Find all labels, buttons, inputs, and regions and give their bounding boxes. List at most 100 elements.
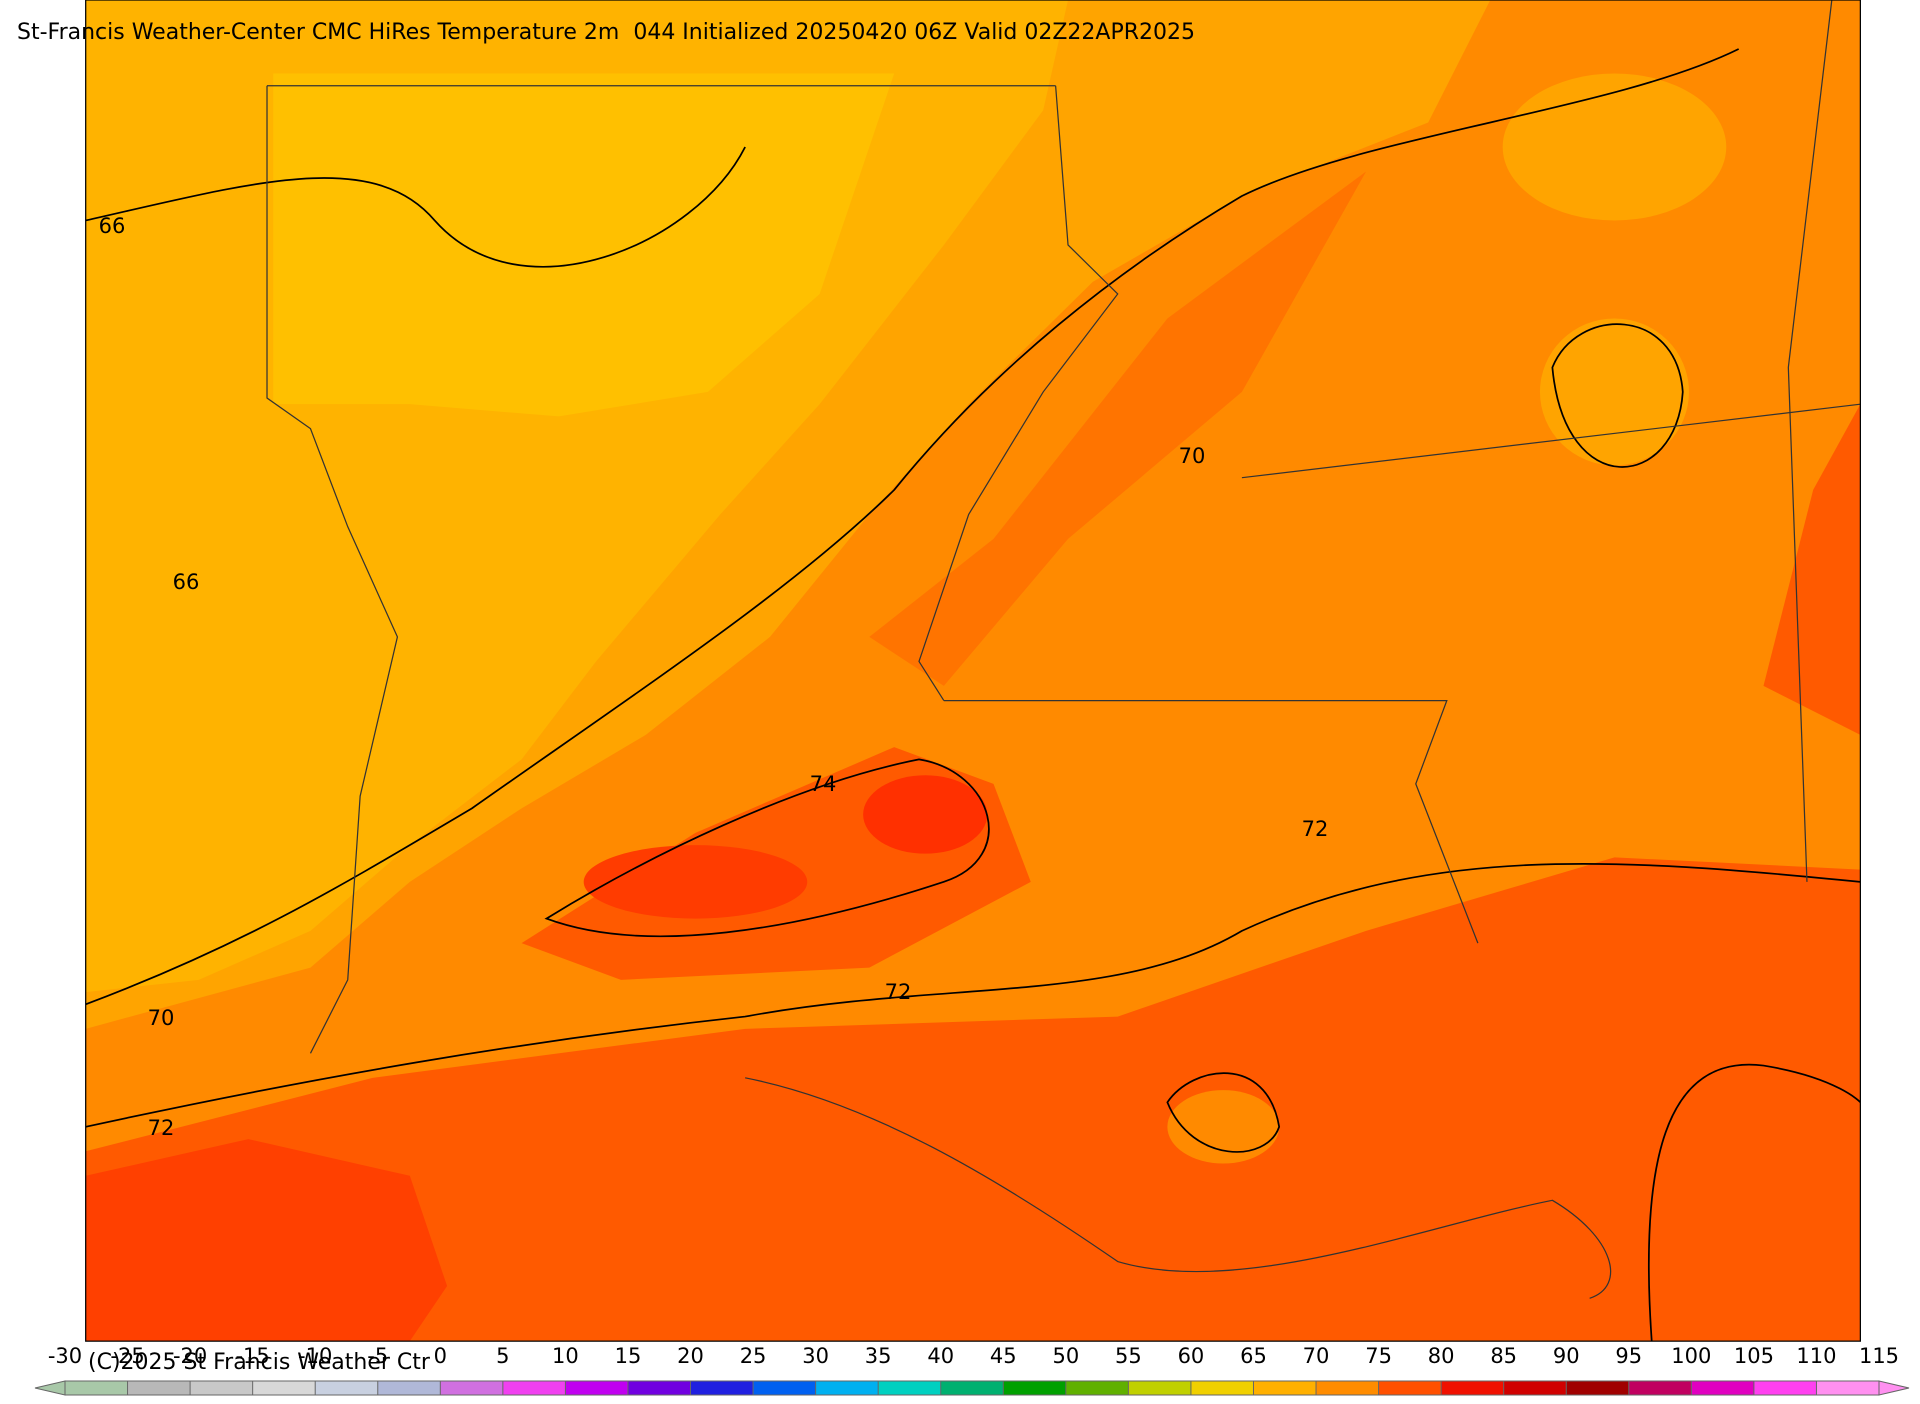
colorbar-swatch: [440, 1381, 504, 1395]
state-border: [1241, 403, 1861, 479]
contour-labels: 66 66 70 74 72 72 70 72: [99, 214, 1329, 1140]
title: St-Francis Weather-Center CMC HiRes Temp…: [17, 20, 1195, 45]
temp-region: [85, 857, 1861, 1342]
contour-line: [85, 862, 1861, 1128]
colorbar-swatch: [1441, 1381, 1505, 1395]
colorbar-swatch: [815, 1381, 879, 1395]
contour-label: 72: [885, 980, 912, 1004]
colorbar-tick-label: -30: [48, 1344, 82, 1368]
colorbar-swatch: [1816, 1381, 1880, 1395]
colorbar-swatch: [1065, 1381, 1129, 1395]
colorbar-tick-label: 100: [1671, 1344, 1711, 1368]
copyright: (C)2025 St Francis Weather Ctr: [88, 1350, 431, 1375]
colorbar-swatch: [753, 1381, 817, 1395]
colorbar-tick-label: -25: [110, 1344, 144, 1368]
borders: [266, 0, 1861, 1299]
colorbar-tick-label: 105: [1734, 1344, 1774, 1368]
colorbar-tick-label: 40: [927, 1344, 954, 1368]
colorbar-swatch: [565, 1381, 629, 1395]
colorbar-tick-label: -15: [235, 1344, 269, 1368]
colorbar-tick-label: -20: [173, 1344, 207, 1368]
colorbar-swatch: [377, 1381, 441, 1395]
colorbar-end: [34, 1380, 66, 1396]
contour-line: [544, 758, 990, 938]
colorbar: -30 -25 -20 -15 -10 -5 0 5 10 15 20 25 30 35 40 45 50 55 6…: [34, 1344, 1910, 1396]
colorbar-tick-label: 85: [1490, 1344, 1517, 1368]
colorbar-tick-label: 115: [1859, 1344, 1899, 1368]
colorbar-swatch: [1128, 1381, 1192, 1395]
colorbar-swatch: [878, 1381, 942, 1395]
colorbar-swatch: [252, 1381, 316, 1395]
colorbar-end: [1878, 1380, 1910, 1396]
contour-line: [1551, 323, 1684, 468]
map-frame: [85, 0, 1861, 1342]
colorbar-tick-label: 90: [1553, 1344, 1580, 1368]
contours: [85, 48, 1862, 1342]
colorbar-tick-label: -5: [367, 1344, 388, 1368]
colorbar-swatch: [1566, 1381, 1630, 1395]
contour-line: [85, 146, 746, 268]
colorbar-swatch: [940, 1381, 1004, 1395]
colorbar-tick-label: 60: [1178, 1344, 1205, 1368]
contour-line: [1166, 1072, 1281, 1153]
colorbar-tick-label: 45: [990, 1344, 1017, 1368]
colorbar-tick-label: 0: [434, 1344, 447, 1368]
contour-label: 70: [148, 1006, 175, 1030]
colorbar-tick-label: 110: [1796, 1344, 1836, 1368]
colorbar-tick-label: 15: [615, 1344, 642, 1368]
colorbar-tick-label: 65: [1240, 1344, 1267, 1368]
temp-region: [85, 1139, 448, 1342]
contour-label: 70: [1179, 444, 1206, 468]
colorbar-tick-label: 10: [552, 1344, 579, 1368]
colorbar-tick-label: 20: [677, 1344, 704, 1368]
colorbar-tick-label: 25: [740, 1344, 767, 1368]
temp-region: [1502, 73, 1727, 221]
colorbar-swatch: [1691, 1381, 1755, 1395]
contour-label: 72: [148, 1116, 175, 1140]
contour-label: 74: [810, 772, 837, 796]
colorbar-swatch: [1316, 1381, 1380, 1395]
contour-line: [1647, 1063, 1862, 1342]
contour-label: 72: [1302, 817, 1329, 841]
colorbar-tick-label: 30: [802, 1344, 829, 1368]
colorbar-swatch: [65, 1381, 129, 1395]
colorbar-swatch: [1378, 1381, 1442, 1395]
state-border: [943, 699, 1479, 944]
colorbar-swatch: [127, 1381, 191, 1395]
coastline: [745, 1077, 1612, 1299]
colorbar-swatch: [502, 1381, 566, 1395]
colorbar-swatch: [627, 1381, 692, 1395]
contour-line: [85, 48, 1740, 1006]
colorbar-swatch: [315, 1381, 379, 1395]
state-border: [266, 85, 399, 1054]
contour-label: 66: [99, 214, 126, 238]
state-border: [918, 85, 1119, 701]
map: [85, 0, 1862, 1342]
colorbar-swatch: [1628, 1381, 1692, 1395]
colorbar-tick-label: 5: [496, 1344, 509, 1368]
colorbar-tick-label: 75: [1365, 1344, 1392, 1368]
temp-region: [1167, 1090, 1280, 1164]
colorbar-swatch: [690, 1381, 754, 1395]
temp-region: [869, 171, 1367, 686]
colorbar-swatch: [1503, 1381, 1567, 1395]
colorbar-swatch: [1253, 1381, 1317, 1395]
colorbar-tick-label: 95: [1615, 1344, 1642, 1368]
colorbar-swatch: [1003, 1381, 1067, 1395]
temp-region: [583, 845, 808, 919]
colorbar-tick-label: 55: [1115, 1344, 1142, 1368]
state-border: [1787, 0, 1833, 882]
colorbar-tick-label: 35: [865, 1344, 892, 1368]
colorbar-tick-label: -10: [298, 1344, 332, 1368]
temp-region: [1763, 404, 1861, 735]
colorbar-swatch: [1190, 1381, 1254, 1395]
colorbar-swatch: [1753, 1381, 1817, 1395]
colorbar-tick-label: 50: [1052, 1344, 1079, 1368]
contour-label: 66: [173, 570, 200, 594]
colorbar-tick-label: 70: [1303, 1344, 1330, 1368]
temp-region: [863, 775, 988, 854]
colorbar-swatch: [190, 1381, 254, 1395]
colorbar-tick-label: 80: [1428, 1344, 1455, 1368]
